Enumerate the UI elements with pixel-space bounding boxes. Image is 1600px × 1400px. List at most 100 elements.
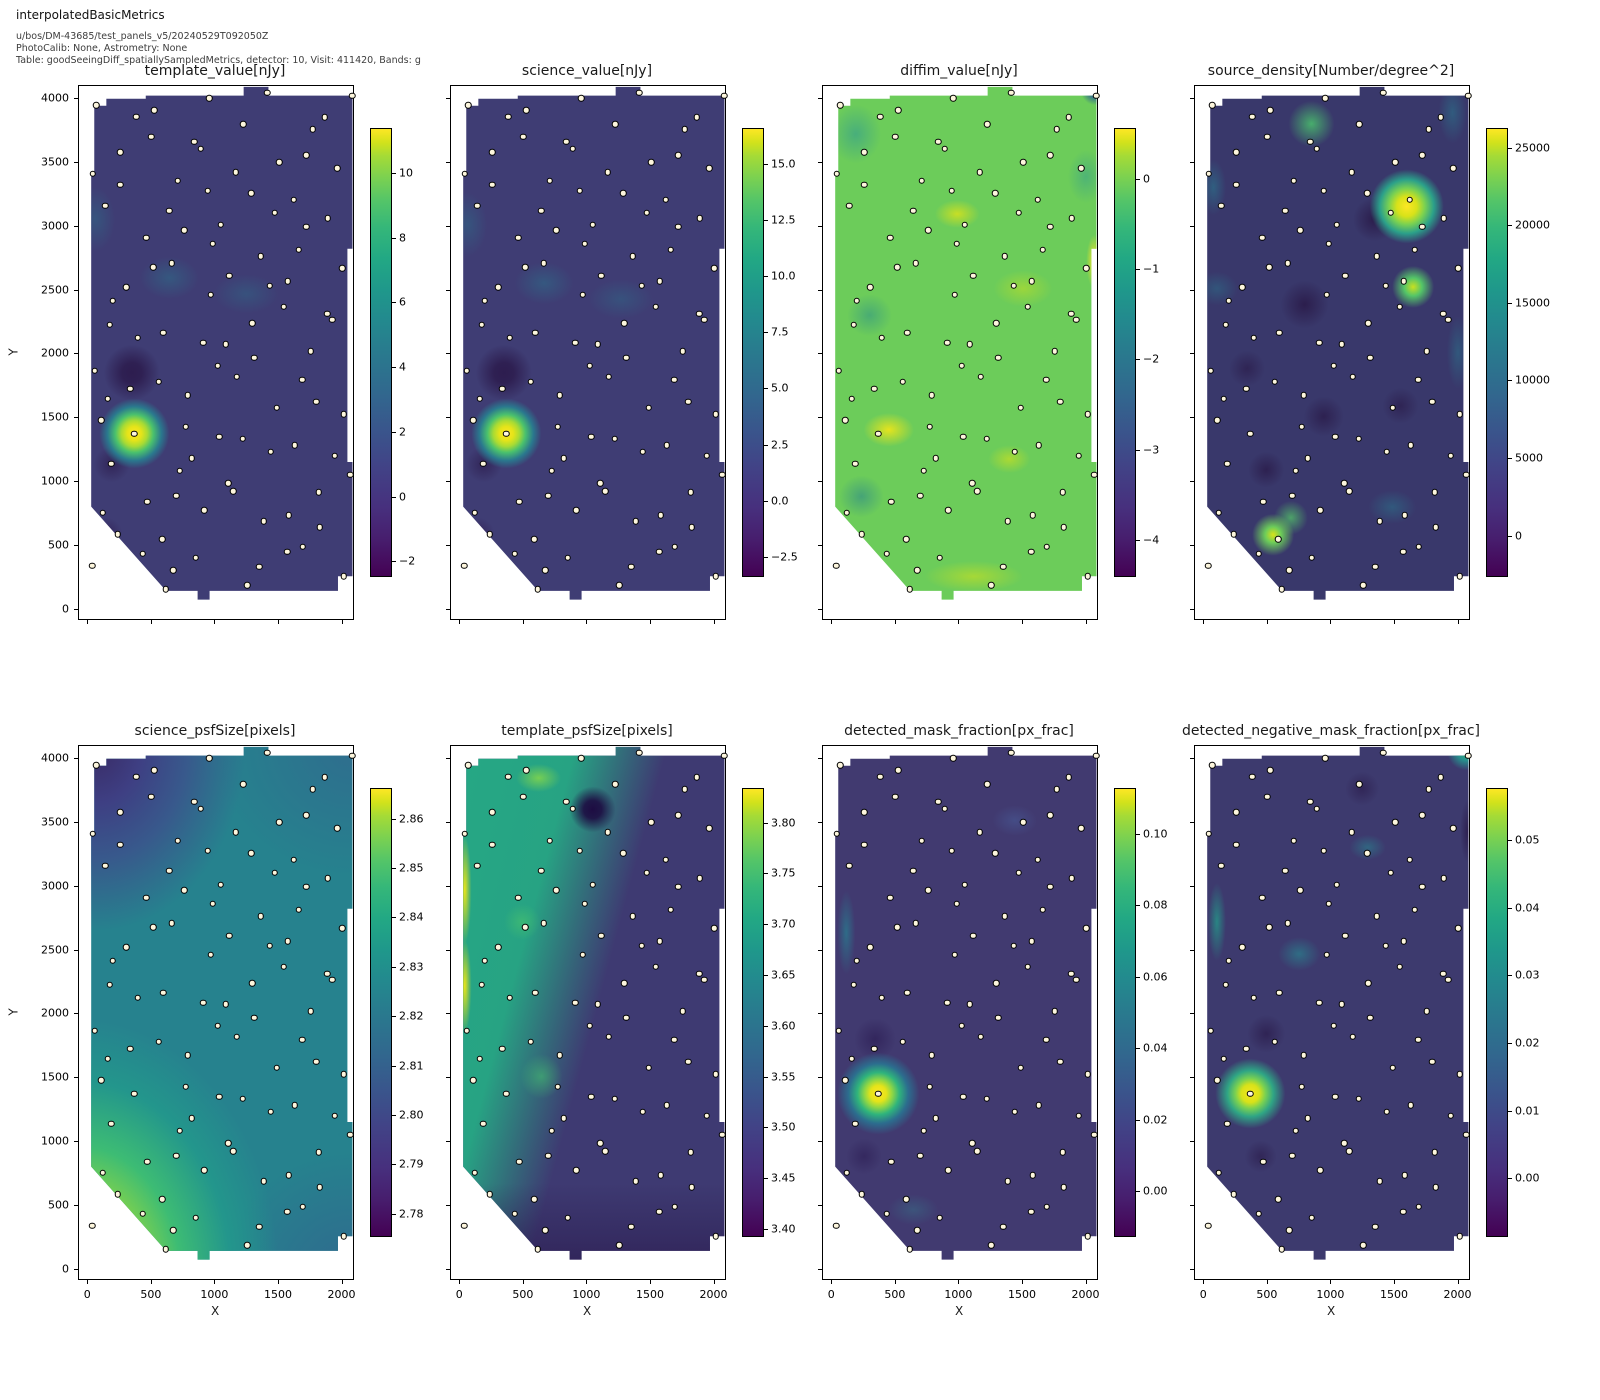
scatter-point	[959, 1093, 967, 1100]
scatter-point	[199, 999, 207, 1006]
x-tick-mark	[150, 1280, 152, 1284]
scatter-point	[1276, 989, 1283, 996]
colorbar-tick-label: 0.00	[1515, 1171, 1540, 1185]
scatter-point	[1439, 970, 1447, 977]
scatter-point	[1320, 847, 1327, 855]
scatter-point	[1067, 970, 1075, 977]
scatter-point	[1091, 1131, 1098, 1139]
x-tick-mark	[1021, 620, 1023, 624]
scatter-point	[1029, 511, 1037, 519]
scatter-point	[176, 1127, 184, 1134]
scatter-point	[321, 774, 328, 781]
panel-title-science_psfSize: science_psfSize[pixels]	[134, 723, 296, 739]
y-tick-mark	[1190, 1013, 1194, 1015]
scatter-point	[150, 264, 157, 271]
colorbar-tick-mark	[392, 431, 396, 433]
scatter-point	[266, 282, 273, 290]
scatter-point	[1316, 506, 1324, 514]
scatter-point	[506, 994, 513, 1002]
scatter-point	[602, 1148, 609, 1155]
scatter-point	[328, 316, 336, 323]
scatter-point	[1028, 277, 1036, 285]
scatter-point	[1290, 177, 1297, 184]
scatter-point	[1383, 448, 1390, 456]
scatter-point	[302, 223, 310, 231]
scatter-point	[222, 1001, 230, 1008]
scatter-point	[1464, 752, 1472, 760]
scatter-point	[1205, 830, 1213, 838]
scatter-point	[1406, 196, 1414, 204]
x-tick-mark	[713, 620, 715, 624]
colorbar-tick-mark	[764, 974, 768, 976]
scatter-point	[1423, 1007, 1430, 1015]
scatter-point	[961, 881, 969, 889]
scatter-point	[1463, 1131, 1470, 1139]
scatter-point	[1214, 416, 1221, 424]
scatter-point	[886, 894, 894, 901]
scatter-point	[540, 919, 548, 927]
scatter-point	[546, 177, 553, 184]
panel-title-detected_mask_fraction: detected_mask_fraction[px_frac]	[844, 723, 1074, 739]
colorbar-tick-label: 6	[399, 295, 406, 309]
colorbar-tick-mark	[764, 332, 768, 334]
scatter-point	[488, 841, 496, 849]
panel-science_psfSize: 0 500 1000 1500 2000 2500 3000 3500 4000 0 500 1000…	[41, 745, 356, 1301]
scatter-point	[596, 479, 604, 487]
scatter-point	[200, 506, 208, 514]
scatter-point	[1321, 755, 1329, 762]
x-tick-label: 1500	[1379, 1288, 1408, 1301]
x-tick-mark	[522, 1280, 524, 1284]
scatter-point	[523, 767, 530, 774]
scatter-point	[835, 367, 842, 374]
scatter-point	[1432, 524, 1439, 531]
scatter-point	[239, 435, 246, 443]
scatter-point	[1348, 168, 1356, 176]
scatter-point	[1205, 1222, 1212, 1229]
scatter-point	[696, 875, 704, 882]
y-tick-mark	[74, 544, 78, 546]
scatter-point	[109, 957, 117, 965]
scatter-point	[285, 1171, 293, 1179]
scatter-point	[1313, 145, 1321, 152]
scatter-point	[481, 957, 489, 965]
scatter-point	[951, 951, 959, 959]
scatter-point	[845, 862, 853, 870]
scatter-point	[639, 448, 646, 456]
scatter-point	[244, 581, 251, 589]
scatter-point	[627, 563, 635, 571]
y-tick-label: 2000	[41, 1006, 69, 1020]
scatter-point	[1010, 942, 1017, 950]
colorbar-template_value: 10 8 6 4 2 0 −2	[370, 128, 415, 577]
scatter-point	[977, 1033, 985, 1041]
scatter-point	[1209, 102, 1216, 109]
scatter-point	[1225, 957, 1233, 965]
scatter-point	[1075, 452, 1083, 460]
scatter-point	[519, 133, 527, 140]
scatter-point	[534, 585, 542, 593]
scatter-point	[465, 102, 472, 109]
scatter-point	[515, 498, 523, 506]
scatter-point	[1065, 774, 1072, 781]
scatter-point	[340, 1070, 347, 1078]
scatter-point	[1340, 1139, 1348, 1147]
scatter-point	[1376, 1178, 1384, 1185]
scatter-point	[155, 1038, 162, 1046]
scatter-point	[612, 121, 619, 128]
scatter-point	[1292, 1127, 1300, 1134]
scatter-point	[914, 1226, 921, 1234]
colorbar-tick-mark	[1508, 458, 1512, 460]
scatter-point	[1432, 1184, 1439, 1191]
scatter-point	[943, 339, 951, 346]
scatter-point	[833, 1222, 840, 1229]
scatter-point	[347, 471, 354, 479]
scatter-point	[106, 981, 113, 988]
scatter-point	[1415, 376, 1422, 384]
scatter-point	[1304, 454, 1311, 462]
figure-title: interpolatedBasicMetrics	[16, 8, 165, 22]
colorbar-tick-label: 2.82	[399, 1009, 424, 1023]
scatter-point	[302, 812, 310, 819]
colorbar-tick-label: 3.40	[771, 1222, 796, 1236]
scatter-point	[267, 1108, 274, 1116]
scatter-point	[639, 1108, 646, 1116]
scatter-point	[1248, 773, 1256, 780]
